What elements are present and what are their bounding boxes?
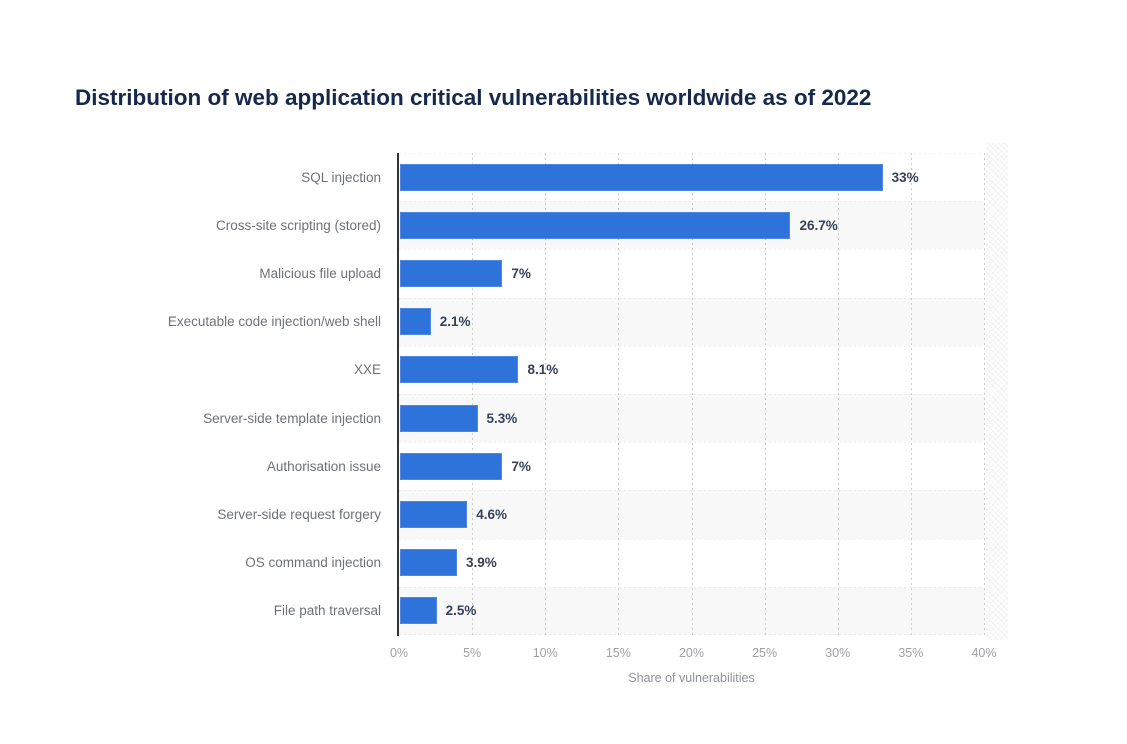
value-label: 4.6% <box>476 507 508 522</box>
gridline <box>618 153 620 635</box>
x-tick-label: 25% <box>752 646 778 660</box>
category-label: XXE <box>353 362 381 378</box>
value-label: 7% <box>511 266 531 281</box>
category-label: Server-side request forgery <box>217 507 381 522</box>
bar-xxe <box>400 356 519 384</box>
bar-sql-injection <box>400 163 883 191</box>
value-label: 33% <box>891 169 919 185</box>
category-label: Executable code injection/web shell <box>167 314 381 330</box>
value-label: 8.1% <box>527 362 559 378</box>
bar-os-command-injection <box>400 549 458 577</box>
y-axis-line <box>397 153 399 636</box>
bar-authorisation-issue <box>400 452 503 480</box>
x-tick-label: 35% <box>898 646 924 660</box>
value-label: 7% <box>511 458 531 474</box>
value-label: 3.9% <box>466 555 497 571</box>
category-label: File path traversal <box>273 603 381 619</box>
bar-server-side-request-forgery <box>400 501 468 528</box>
category-label: SQL injection <box>301 169 381 185</box>
category-label: Authorisation issue <box>266 458 381 474</box>
category-label: Cross-site scripting (stored) <box>215 217 381 233</box>
bar-file-path-traversal <box>400 597 437 625</box>
x-tick-label: 40% <box>971 646 997 660</box>
bar-malicious-file-upload <box>400 260 503 287</box>
x-tick-label: 20% <box>678 646 705 660</box>
category-label: Server-side template injection <box>203 410 381 426</box>
category-label: Malicious file upload <box>259 266 381 281</box>
gridline <box>910 153 912 635</box>
x-tick-label: 5% <box>463 646 482 660</box>
gridline <box>837 153 839 635</box>
gridline <box>984 153 985 635</box>
value-label: 2.5% <box>445 603 477 619</box>
value-label: 5.3% <box>486 410 518 426</box>
gridline <box>545 153 547 635</box>
category-label: OS command injection <box>245 555 381 571</box>
value-label: 2.1% <box>439 314 471 330</box>
x-axis-title: Share of vulnerabilities <box>628 671 755 685</box>
x-tick-label: 15% <box>605 646 631 660</box>
bar-executable-code-injection-web-shell <box>400 308 431 336</box>
value-label: 26.7% <box>799 217 838 233</box>
x-tick-label: 0% <box>389 646 409 660</box>
gridline <box>472 153 474 635</box>
gridline <box>691 153 693 635</box>
bar-cross-site-scripting-stored- <box>400 211 791 239</box>
x-tick-label: 30% <box>825 646 851 660</box>
gridline <box>764 153 766 635</box>
chart-title: Distribution of web application critical… <box>75 85 872 110</box>
bar-server-side-template-injection <box>400 404 478 432</box>
plot-area: 33% 26.7% 7% 2.1% 8.1% 5.3% 7% 4.6% 3.9% 2.5% <box>399 153 985 635</box>
x-tick-label: 10% <box>532 646 558 660</box>
right-hatch-pattern <box>986 143 1008 640</box>
